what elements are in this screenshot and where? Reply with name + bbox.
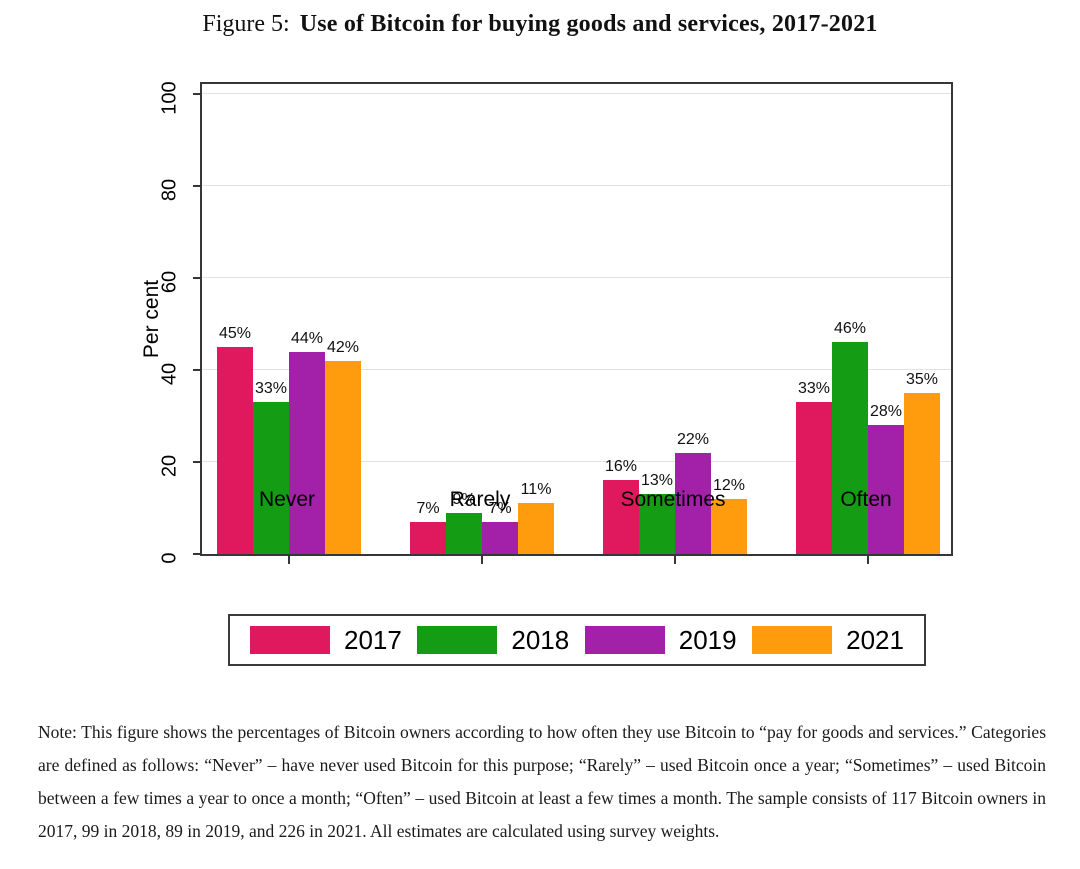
plot-area: 0 20 40 60 80 100 45% 33% 44% 42% 7% 9% 7% 11% 16% 13% 2… [159, 81, 953, 564]
y-tick-label: 40 [158, 362, 181, 386]
legend-item-2021: 2021 [752, 625, 904, 656]
bar-2019-rarely [482, 521, 518, 554]
y-tick-mark [193, 461, 201, 463]
figure-title-text: Use of Bitcoin for buying goods and serv… [299, 11, 878, 37]
category-label-sometimes: Sometimes [620, 488, 726, 511]
bar-value-label: 46% [833, 320, 867, 338]
bar-2018-rarely [446, 512, 482, 554]
y-tick-label: 80 [158, 178, 181, 202]
category-label-never: Never [258, 488, 316, 511]
bar-2017-never [217, 347, 253, 554]
bar-value-label: 28% [869, 403, 903, 421]
bar-value-label: 7% [488, 499, 512, 517]
bar-value-label: 42% [326, 338, 360, 356]
y-tick-mark [193, 369, 201, 371]
bar-value-label: 44% [290, 329, 324, 347]
y-tick-mark [193, 185, 201, 187]
bar-value-label: 9% [452, 490, 476, 508]
bar-value-label: 12% [712, 476, 746, 494]
bar-2019-sometimes [675, 452, 711, 554]
bar-value-label: 33% [254, 380, 288, 398]
category-label-rarely: Rarely [449, 488, 511, 511]
gridline [202, 185, 951, 186]
legend-item-2019: 2019 [584, 624, 737, 656]
x-tick-mark [288, 556, 290, 564]
bar-2017-often [796, 402, 832, 554]
y-tick-mark [193, 277, 201, 279]
bar-value-label: 45% [218, 325, 252, 342]
bar-2021-rarely [518, 503, 554, 554]
gridline [202, 369, 951, 370]
legend-swatch-2017 [250, 626, 330, 654]
legend: 2017 2018 2019 2021 [228, 614, 926, 666]
figure-note: Note: This figure shows the percentages … [38, 722, 1046, 841]
gridline [202, 461, 951, 462]
y-tick-label: 60 [158, 270, 181, 294]
bar-2021-never [325, 360, 361, 554]
bar-2018-often [832, 342, 868, 554]
y-tick-label: 0 [158, 552, 181, 564]
gridline [202, 93, 951, 94]
legend-label-2017: 2017 [344, 624, 402, 655]
bar-value-label: 33% [797, 380, 831, 398]
bar-2019-often [868, 425, 904, 554]
legend-item-2018: 2018 [417, 625, 569, 656]
figure-number-label: Figure 5: [202, 11, 290, 37]
bar-2018-never [253, 402, 289, 554]
bar-value-label: 22% [676, 430, 710, 448]
bar-2017-rarely [410, 521, 446, 554]
legend-swatch-2019 [584, 626, 665, 654]
bar-2019-never [289, 351, 325, 554]
legend-swatch-2021 [752, 626, 833, 654]
bar-2017-sometimes [603, 480, 639, 554]
bar-2018-sometimes [639, 494, 675, 554]
y-tick-label: 20 [158, 454, 181, 478]
x-tick-mark [674, 556, 676, 564]
bar-value-label: 13% [640, 472, 674, 490]
bar-2021-sometimes [711, 498, 747, 554]
x-tick-mark [481, 556, 483, 564]
legend-item-2017: 2017 [250, 625, 402, 656]
y-tick-mark [193, 553, 201, 555]
bar-value-label: 11% [520, 481, 552, 499]
bar-2021-often [904, 393, 940, 554]
bar-value-label: 7% [416, 499, 440, 517]
y-tick-label: 100 [158, 81, 181, 115]
bar-value-label: 35% [905, 371, 939, 388]
legend-label-2018: 2018 [511, 624, 570, 655]
legend-label-2019: 2019 [678, 624, 737, 655]
figure-title: Figure 5: Use of Bitcoin for buying goods… [0, 11, 1080, 38]
legend-swatch-2018 [417, 626, 498, 654]
legend-label-2021: 2021 [846, 624, 904, 655]
bar-value-label: 16% [604, 458, 638, 476]
gridline [202, 277, 951, 278]
y-tick-mark [193, 93, 201, 95]
category-label-often: Often [840, 488, 892, 511]
x-tick-mark [867, 556, 869, 564]
